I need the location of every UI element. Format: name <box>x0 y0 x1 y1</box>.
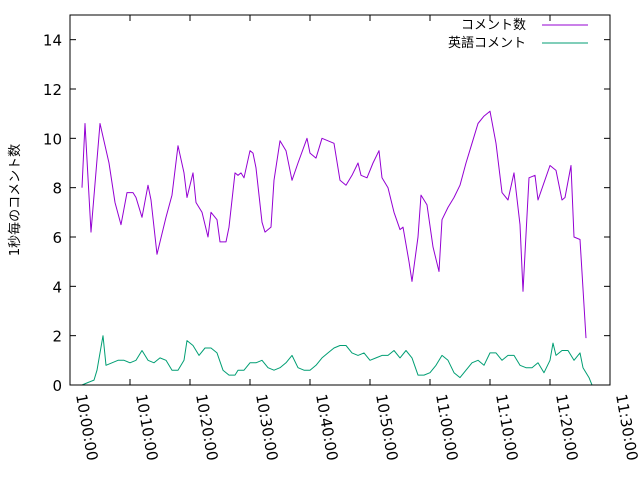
plot-frame <box>69 14 611 386</box>
comments-line <box>81 110 587 339</box>
y-tick-label: 2 <box>52 328 62 346</box>
legend-label-english-comments: 英語コメント <box>448 35 526 51</box>
series-layer <box>81 110 593 386</box>
y-tick-label: 4 <box>52 278 62 296</box>
y-tick-label: 14 <box>43 32 62 50</box>
y-tick-label: 6 <box>52 229 62 247</box>
y-tick-label: 12 <box>43 81 62 99</box>
y-tick-label: 10 <box>43 130 62 148</box>
y-tick-label: 0 <box>52 377 62 395</box>
english-comments-line <box>81 335 593 386</box>
y-axis-label: 1秒毎のコメント数 <box>7 144 23 256</box>
y-tick-label: 8 <box>52 180 62 198</box>
legend: コメント数 英語コメント <box>448 18 588 51</box>
legend-label-comments: コメント数 <box>461 18 526 33</box>
